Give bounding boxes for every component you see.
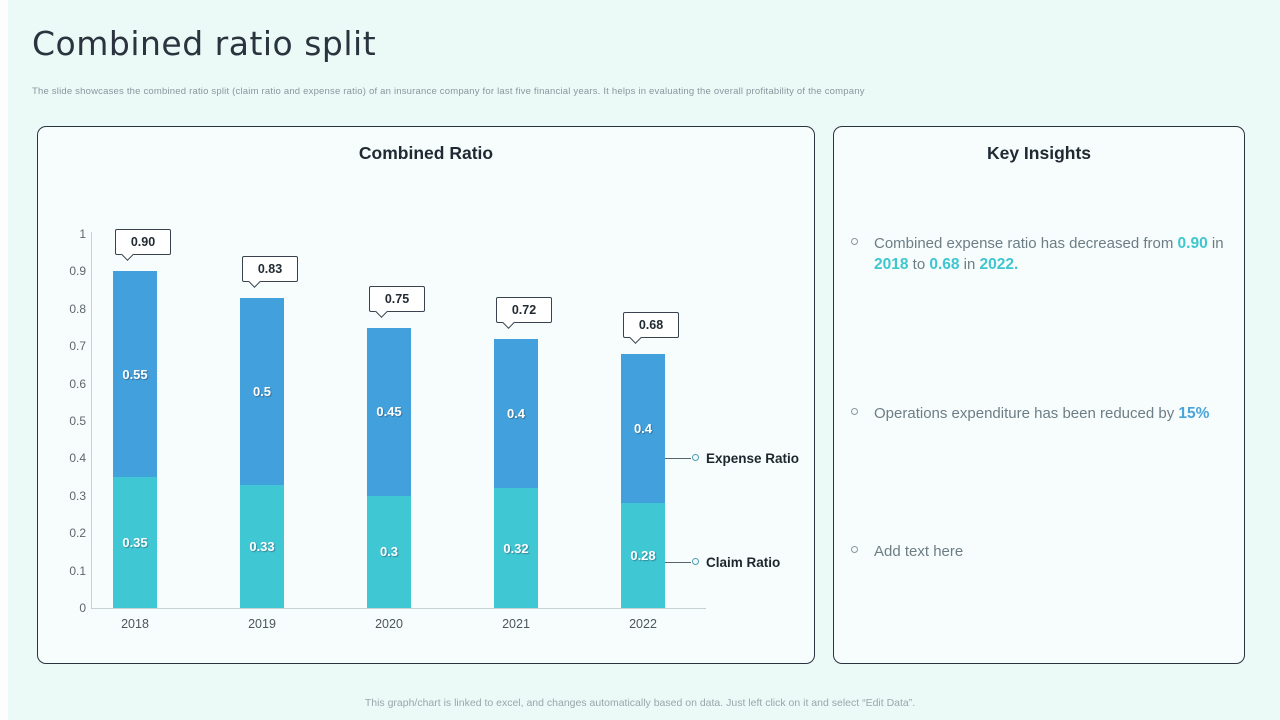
page-subtitle: The slide showcases the combined ratio s… bbox=[32, 86, 865, 97]
callout-pointer bbox=[502, 315, 515, 329]
y-axis-tick: 1 bbox=[79, 227, 86, 241]
insight-text-segment: in bbox=[959, 256, 980, 273]
bar-value-label: 0.3 bbox=[379, 544, 399, 560]
bullet-circle-icon bbox=[851, 546, 858, 553]
bar-segment-expense-2018[interactable]: 0.55 bbox=[113, 271, 157, 478]
legend-claim-ratio: Claim Ratio bbox=[665, 555, 805, 571]
bar-segment-expense-2021[interactable]: 0.4 bbox=[494, 338, 538, 489]
y-axis-tick: 0.3 bbox=[69, 488, 86, 503]
callout-pointer bbox=[629, 330, 642, 344]
insight-highlight-value: 2018 bbox=[874, 256, 909, 273]
insight-text: Add text here bbox=[874, 541, 1230, 562]
insight-text: Operations expenditure has been reduced … bbox=[874, 403, 1230, 424]
bar-value-label: 0.5 bbox=[252, 383, 272, 399]
combined-ratio-chart-panel[interactable]: Combined Ratio 1 0.9 0.8 0.7 0.6 0.5 0.4 0.3 0.2… bbox=[37, 126, 815, 664]
total-callout-2021: 0.72 bbox=[496, 296, 552, 329]
insight-text-segment: in bbox=[1207, 235, 1224, 252]
bar-segment-expense-2019[interactable]: 0.5 bbox=[240, 297, 284, 485]
key-insights-list: Combined expense ratio has decreased fro… bbox=[834, 127, 1244, 663]
legend-label: Claim Ratio bbox=[706, 555, 781, 570]
x-axis-line bbox=[91, 608, 706, 609]
y-axis-tick: 0.1 bbox=[69, 563, 86, 578]
bar-value-label: 0.45 bbox=[376, 404, 402, 420]
bar-segment-claim-2019[interactable]: 0.33 bbox=[240, 484, 284, 608]
x-axis-label-2020: 2020 bbox=[375, 617, 403, 631]
y-axis-tick: 0 bbox=[79, 601, 86, 615]
total-callout-2019: 0.83 bbox=[242, 255, 298, 288]
y-axis-tick: 0.4 bbox=[69, 451, 86, 466]
y-axis-line bbox=[91, 232, 92, 609]
insight-highlight-value: 2022. bbox=[979, 256, 1019, 273]
x-axis-label-2021: 2021 bbox=[502, 617, 530, 631]
bar-value-label: 0.35 bbox=[122, 535, 148, 551]
bar-value-label: 0.4 bbox=[633, 420, 653, 436]
legend-connector-line bbox=[665, 458, 691, 459]
legend-marker-circle bbox=[692, 454, 699, 461]
insight-text-segment: Add text here bbox=[874, 543, 964, 560]
bar-segment-claim-2020[interactable]: 0.3 bbox=[367, 495, 411, 608]
bullet-circle-icon bbox=[851, 238, 858, 245]
legend-marker-circle bbox=[692, 558, 699, 565]
insight-item-1: Combined expense ratio has decreased fro… bbox=[851, 233, 1230, 275]
total-callout-2022: 0.68 bbox=[623, 311, 679, 344]
y-axis-tick: 0.6 bbox=[69, 376, 86, 391]
y-axis-tick: 0.2 bbox=[69, 526, 86, 541]
slide-left-edge bbox=[0, 0, 8, 720]
bar-segment-claim-2022[interactable]: 0.28 bbox=[621, 503, 665, 608]
y-axis-tick: 0.8 bbox=[69, 301, 86, 316]
insight-text-segment: Combined expense ratio has decreased fro… bbox=[874, 235, 1178, 252]
y-axis-tick: 0.9 bbox=[69, 264, 86, 279]
key-insights-title: Key Insights bbox=[986, 143, 1092, 163]
x-axis-label-2022: 2022 bbox=[629, 617, 657, 631]
bar-value-label: 0.28 bbox=[630, 548, 656, 564]
bar-value-label: 0.55 bbox=[122, 366, 148, 382]
bar-value-label: 0.4 bbox=[506, 406, 526, 422]
y-axis-tick: 0.5 bbox=[69, 414, 86, 428]
bullet-circle-icon bbox=[851, 408, 858, 415]
insight-text-segment: Operations expenditure has been reduced … bbox=[874, 405, 1179, 422]
total-callout-2020: 0.75 bbox=[369, 285, 425, 318]
y-axis-tick: 0.7 bbox=[69, 339, 86, 354]
bar-segment-claim-2021[interactable]: 0.32 bbox=[494, 488, 538, 608]
total-callout-2018: 0.90 bbox=[115, 229, 171, 262]
bar-segment-expense-2022[interactable]: 0.4 bbox=[621, 353, 665, 504]
legend-expense-ratio: Expense Ratio bbox=[665, 451, 805, 467]
insight-text-segment: to bbox=[908, 256, 930, 273]
legend-connector-line bbox=[665, 562, 691, 563]
x-axis-label-2018: 2018 bbox=[121, 617, 149, 631]
stacked-bar-chart[interactable]: 1 0.9 0.8 0.7 0.6 0.5 0.4 0.3 0.2 0.1 0 0.35 0.55 0.9… bbox=[38, 127, 814, 663]
page-title: Combined ratio split bbox=[32, 24, 377, 63]
callout-pointer bbox=[121, 248, 134, 262]
bar-segment-expense-2020[interactable]: 0.45 bbox=[367, 327, 411, 496]
insight-highlight-value: 0.90 bbox=[1177, 235, 1208, 252]
x-axis-label-2019: 2019 bbox=[248, 617, 276, 631]
insight-text: Combined expense ratio has decreased fro… bbox=[874, 233, 1230, 275]
insight-highlight-value: 15% bbox=[1178, 405, 1210, 422]
bar-segment-claim-2018[interactable]: 0.35 bbox=[113, 477, 157, 608]
footer-note: This graph/chart is linked to excel, and… bbox=[364, 697, 916, 709]
bar-value-label: 0.33 bbox=[249, 538, 275, 554]
callout-pointer bbox=[375, 304, 388, 318]
callout-pointer bbox=[248, 274, 261, 288]
chart-title: Combined Ratio bbox=[358, 143, 494, 163]
insight-item-3: Add text here bbox=[851, 541, 1230, 562]
legend-label: Expense Ratio bbox=[706, 451, 800, 466]
insight-highlight-value: 0.68 bbox=[929, 256, 960, 273]
bar-value-label: 0.32 bbox=[503, 540, 529, 556]
key-insights-panel: Key Insights Combined expense ratio has … bbox=[833, 126, 1245, 664]
insight-item-2: Operations expenditure has been reduced … bbox=[851, 403, 1230, 424]
